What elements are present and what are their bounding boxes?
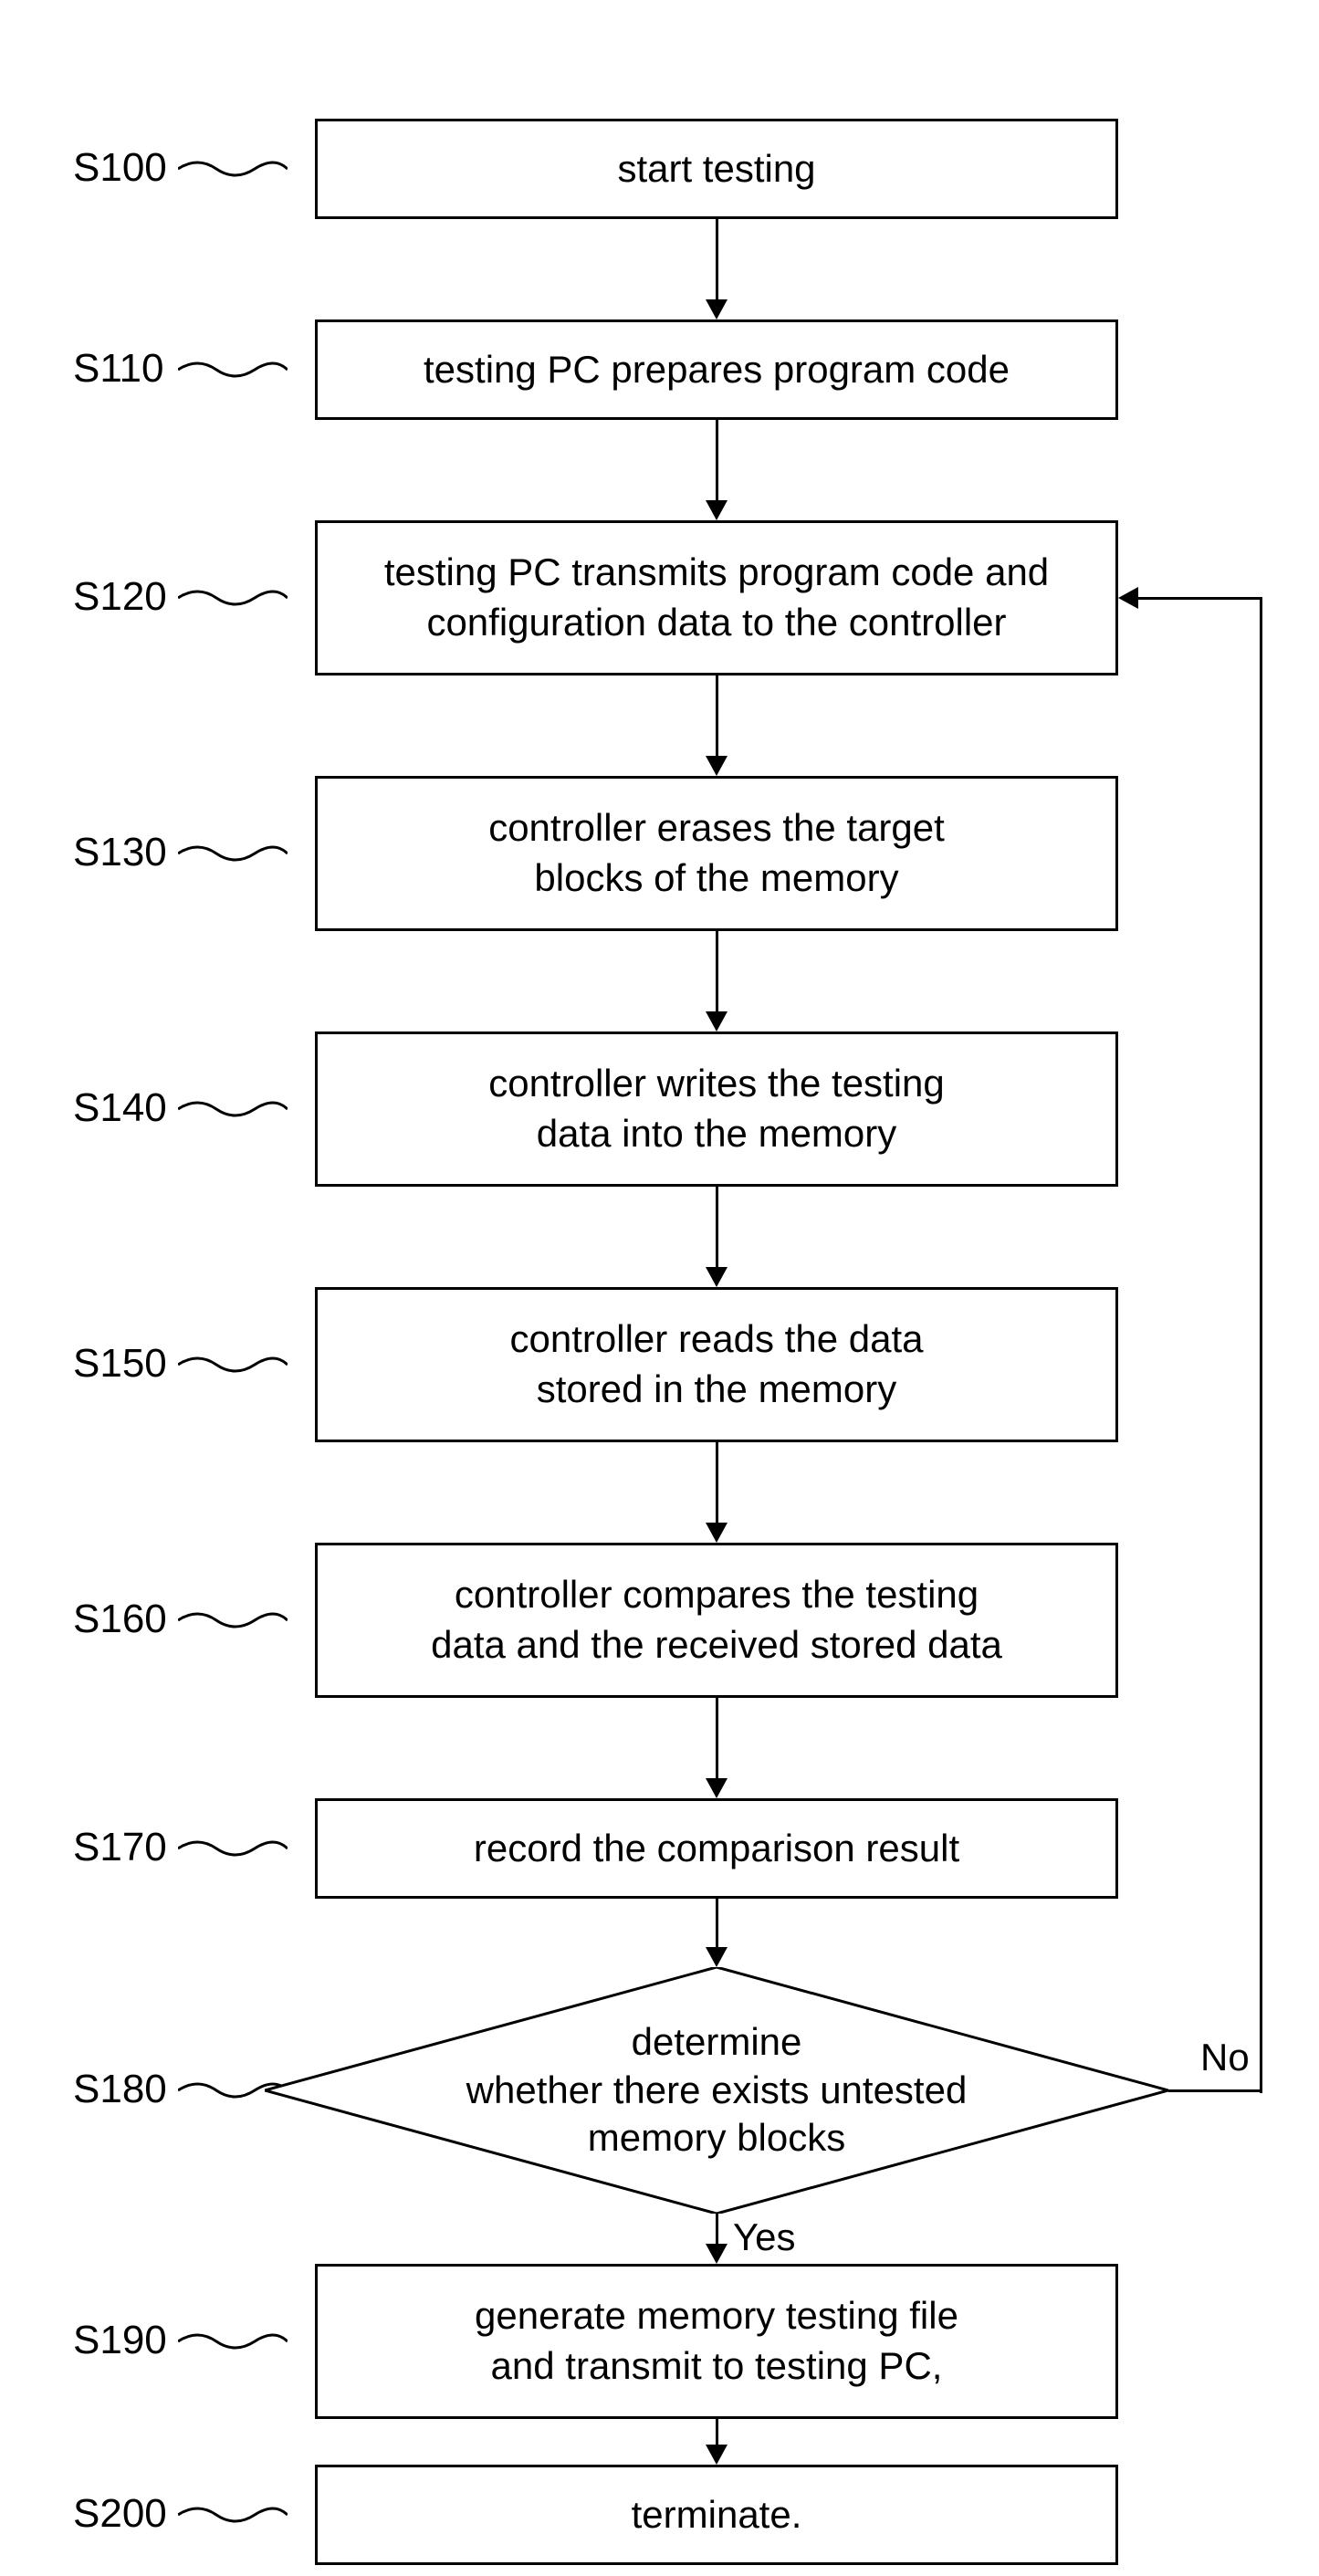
connector-squiggle [178, 1351, 288, 1378]
arrow-head-down-icon [706, 1778, 728, 1798]
arrow-shaft [716, 2214, 718, 2246]
step-label-s120: S120 [73, 574, 167, 620]
step-box-s110: testing PC prepares program code [315, 319, 1118, 420]
step-box-s190: generate memory testing fileand transmit… [315, 2264, 1118, 2419]
decision-line: determine [632, 2018, 802, 2067]
arrow-head-down-icon [706, 1523, 728, 1543]
arrow-head-down-icon [706, 2244, 728, 2264]
connector-squiggle [178, 840, 288, 867]
step-text: controller erases the target [488, 803, 945, 853]
arrow-head-down-icon [706, 299, 728, 319]
step-box-s170: record the comparison result [315, 1798, 1118, 1899]
decision-line: memory blocks [588, 2114, 845, 2162]
arrow-head-down-icon [706, 2445, 728, 2465]
connector-squiggle [178, 584, 288, 612]
decision-diamond-s180: determinewhether there exists untestedme… [265, 1967, 1168, 2214]
step-text: controller writes the testing [488, 1059, 945, 1109]
connector-squiggle [178, 1607, 288, 1634]
step-text: data into the memory [537, 1109, 897, 1159]
step-label-s180: S180 [73, 2067, 167, 2112]
connector-squiggle [178, 2501, 288, 2529]
step-text: data and the received stored data [431, 1620, 1002, 1670]
decision-line: whether there exists untested [466, 2067, 968, 2115]
step-box-s140: controller writes the testingdata into t… [315, 1031, 1118, 1187]
step-box-s160: controller compares the testingdata and … [315, 1543, 1118, 1698]
arrow-head-down-icon [706, 1011, 728, 1031]
step-box-s120: testing PC transmits program code andcon… [315, 520, 1118, 675]
arrow-head-down-icon [706, 1267, 728, 1287]
step-text: start testing [617, 144, 815, 194]
arrow-shaft [716, 219, 718, 301]
flowchart-container: S100 start testing S110 testing PC prepares… [0, 0, 1319, 2576]
arrow-shaft [716, 675, 718, 758]
step-label-s190: S190 [73, 2318, 167, 2363]
loopback-h1 [1168, 2089, 1262, 2092]
arrow-shaft [716, 1698, 718, 1780]
step-label-s170: S170 [73, 1825, 167, 1870]
step-label-s200: S200 [73, 2491, 167, 2537]
step-text: configuration data to the controller [426, 598, 1006, 648]
arrow-shaft [716, 1899, 718, 1949]
step-label-s130: S130 [73, 830, 167, 875]
step-box-s200: terminate. [315, 2465, 1118, 2565]
connector-squiggle [178, 356, 288, 383]
step-text: controller reads the data [510, 1314, 924, 1365]
branch-label-yes: Yes [733, 2215, 796, 2259]
step-text: testing PC prepares program code [424, 345, 1010, 395]
connector-squiggle [178, 1095, 288, 1123]
step-text: testing PC transmits program code and [384, 548, 1049, 598]
loopback-v [1260, 598, 1262, 2093]
arrow-head-down-icon [706, 500, 728, 520]
step-label-s140: S140 [73, 1085, 167, 1131]
step-label-s100: S100 [73, 145, 167, 191]
arrow-shaft [716, 931, 718, 1013]
step-text: terminate. [632, 2490, 802, 2540]
arrow-shaft [716, 420, 718, 502]
arrow-shaft [716, 1442, 718, 1524]
decision-text: determinewhether there exists untestedme… [265, 1967, 1168, 2214]
step-label-s160: S160 [73, 1597, 167, 1642]
step-text: record the comparison result [474, 1824, 959, 1874]
loopback-h2 [1136, 597, 1262, 600]
step-label-s110: S110 [73, 346, 164, 392]
arrow-head-down-icon [706, 1947, 728, 1967]
step-text: and transmit to testing PC, [491, 2341, 943, 2392]
arrow-head-down-icon [706, 756, 728, 776]
step-text: stored in the memory [537, 1365, 897, 1415]
connector-squiggle [178, 1835, 288, 1862]
connector-squiggle [178, 155, 288, 183]
step-label-s150: S150 [73, 1341, 167, 1387]
arrow-shaft [716, 1187, 718, 1269]
branch-label-no: No [1200, 2036, 1250, 2079]
step-text: blocks of the memory [534, 853, 898, 904]
step-text: controller compares the testing [455, 1570, 979, 1620]
step-text: generate memory testing file [475, 2291, 958, 2341]
step-box-s130: controller erases the targetblocks of th… [315, 776, 1118, 931]
connector-squiggle [178, 2328, 288, 2355]
arrow-shaft [716, 2419, 718, 2446]
step-box-s100: start testing [315, 119, 1118, 219]
step-box-s150: controller reads the datastored in the m… [315, 1287, 1118, 1442]
arrow-head-left-icon [1118, 587, 1138, 609]
